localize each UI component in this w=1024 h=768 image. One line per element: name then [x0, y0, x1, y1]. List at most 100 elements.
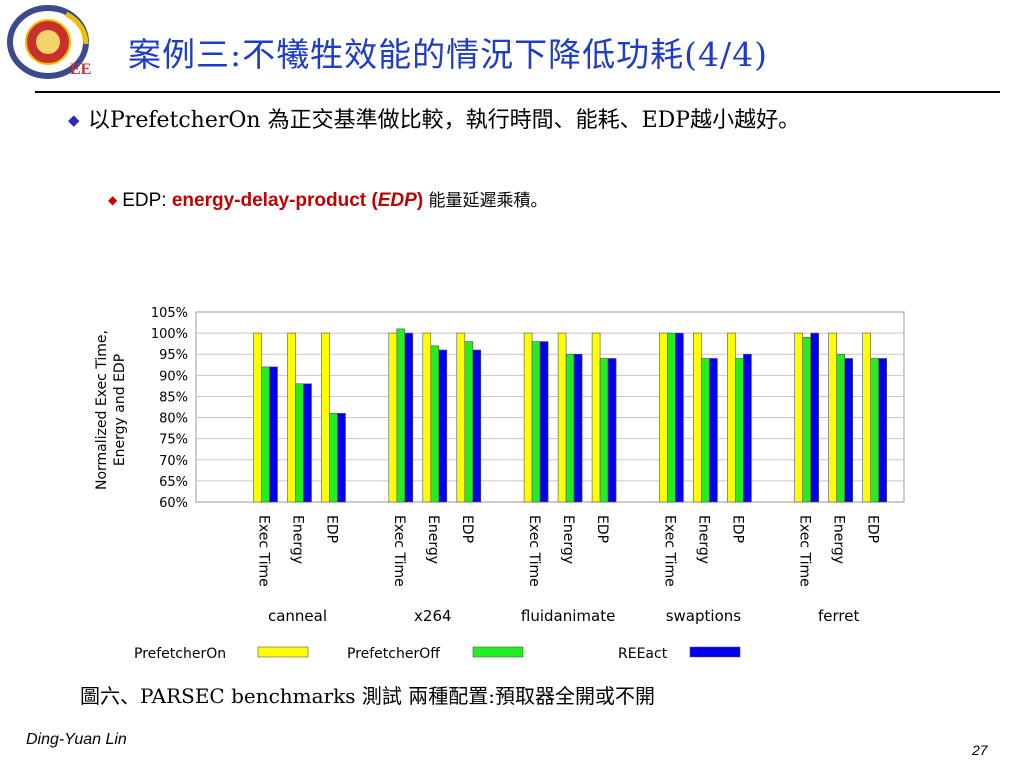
bar-prefetcheron — [693, 332, 702, 503]
bar-prefetcheroff — [329, 413, 338, 503]
legend-swatch — [257, 646, 309, 658]
x-metric-label: Energy — [290, 515, 306, 564]
bar-prefetcheroff — [802, 337, 812, 503]
bar-prefetcheron — [422, 332, 432, 503]
bar-prefetcheron — [287, 332, 296, 503]
bar-prefetcheron — [591, 332, 601, 503]
diamond-sub-bullet-icon: ◆ — [108, 193, 118, 207]
bar-reeact — [675, 332, 684, 503]
bar-prefetcheron — [828, 332, 838, 503]
bar-reeact — [709, 358, 718, 503]
bar-prefetcheroff — [464, 341, 474, 503]
bar-reeact — [337, 413, 346, 503]
x-metric-label: EDP — [459, 515, 475, 543]
bar-prefetcheroff — [565, 353, 575, 503]
bar-reeact — [573, 353, 583, 503]
bar-prefetcheroff — [430, 345, 440, 503]
x-metric-label: EDP — [729, 515, 745, 543]
y-tick-label: 65% — [159, 475, 188, 490]
bar-reeact — [743, 353, 752, 503]
x-metric-label: EDP — [324, 515, 340, 543]
x-metric-label: Exec Time — [256, 515, 272, 587]
logo-seal-center — [36, 30, 60, 54]
x-metric-label: Energy — [425, 515, 441, 564]
bar-reeact — [844, 358, 854, 503]
bar-prefetcheron — [557, 332, 567, 503]
bar-reeact — [269, 366, 278, 503]
x-metric-label: Exec Time — [797, 515, 813, 587]
bar-reeact — [438, 349, 448, 503]
x-metric-label: EDP — [865, 515, 881, 543]
legend-label: REEact — [618, 646, 668, 662]
logo-badge-text: EE — [70, 61, 91, 78]
bullet-sub-term: energy-delay-product ( — [171, 190, 378, 211]
bullet-sub-close: ) — [416, 190, 424, 211]
bar-prefetcheron — [456, 332, 466, 503]
legend-label: PrefetcherOff — [347, 646, 440, 662]
y-tick-label: 85% — [159, 390, 188, 405]
benchmark-label: fluidanimate — [521, 607, 615, 625]
benchmark-label: swaptions — [666, 607, 742, 625]
bullet-sub-abbr: EDP — [377, 190, 417, 211]
y-tick-label: 95% — [159, 348, 188, 363]
bullet-main-text: 以PrefetcherOn 為正交基準做比較，執行時間、能耗、EDP越小越好。 — [88, 108, 801, 133]
y-tick-label: 105% — [151, 306, 188, 321]
bar-prefetcheron — [727, 332, 736, 503]
legend-swatch — [689, 646, 741, 658]
figure-caption: 圖六、PARSEC benchmarks 測試 兩種配置:預取器全開或不開 — [80, 684, 655, 708]
logo-ring-accent — [64, 11, 89, 45]
slide-title: 案例三:不犧牲效能的情況下降低功耗(4/4) — [128, 35, 768, 74]
bar-prefetcheron — [862, 332, 872, 503]
bar-prefetcheroff — [701, 358, 710, 503]
bullet-sub-label: EDP: — [122, 190, 172, 211]
bullet-sub: ◆ EDP: energy-delay-product (EDP) 能量延遲乘積。 — [108, 186, 548, 212]
bar-prefetcheron — [253, 332, 262, 503]
x-metric-label: Exec Time — [391, 515, 407, 587]
x-metric-label: Energy — [831, 515, 847, 564]
benchmark-label: canneal — [268, 607, 327, 625]
bar-reeact — [303, 383, 312, 503]
bar-prefetcheroff — [735, 358, 744, 503]
y-tick-label: 60% — [159, 496, 188, 511]
bar-reeact — [607, 358, 617, 503]
bar-reeact — [810, 332, 820, 503]
bar-prefetcheroff — [870, 358, 880, 503]
legend-swatch — [472, 646, 524, 658]
bar-prefetcheroff — [531, 341, 541, 503]
y-axis-label: Normalized Exec Time, — [94, 330, 110, 490]
bar-prefetcheroff — [295, 383, 304, 503]
x-metric-label: Energy — [695, 515, 711, 564]
x-metric-label: EDP — [594, 515, 610, 543]
bar-reeact — [878, 358, 888, 503]
y-tick-label: 80% — [159, 412, 188, 427]
footer-author: Ding-Yuan Lin — [26, 731, 127, 748]
x-metric-label: Energy — [560, 515, 576, 564]
y-tick-label: 75% — [159, 433, 188, 448]
bar-prefetcheroff — [599, 358, 609, 503]
plot-area — [195, 311, 905, 503]
bar-prefetcheron — [794, 332, 804, 503]
bar-prefetcheron — [388, 332, 398, 503]
legend-label: PrefetcherOn — [134, 646, 226, 662]
bar-prefetcheron — [659, 332, 668, 503]
bar-prefetcheroff — [261, 366, 270, 503]
bar-reeact — [404, 332, 414, 503]
bar-prefetcheron — [321, 332, 330, 503]
bar-prefetcheroff — [667, 332, 676, 503]
bar-prefetcheron — [523, 332, 533, 503]
bar-reeact — [472, 349, 482, 503]
university-logo: EE — [7, 5, 91, 79]
y-tick-label: 100% — [151, 327, 188, 342]
page-number: 27 — [972, 742, 988, 758]
x-metric-label: Exec Time — [661, 515, 677, 587]
title-divider — [35, 91, 1000, 93]
benchmark-label: ferret — [818, 607, 859, 625]
y-tick-label: 70% — [159, 454, 188, 469]
y-axis-label: Energy and EDP — [112, 354, 128, 466]
bar-reeact — [539, 341, 549, 503]
diamond-bullet-icon: ◆ — [68, 111, 80, 129]
bullet-main: ◆ 以PrefetcherOn 為正交基準做比較，執行時間、能耗、EDP越小越好… — [68, 104, 973, 137]
benchmark-label: x264 — [414, 607, 452, 625]
bar-prefetcheroff — [396, 328, 406, 503]
